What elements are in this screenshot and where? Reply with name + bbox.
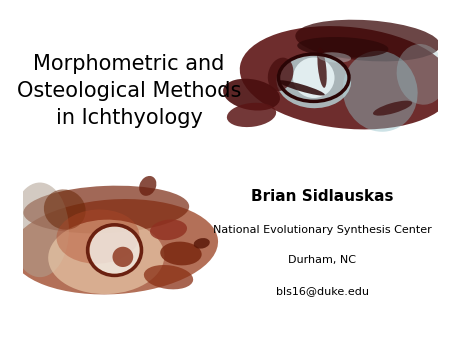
Text: National Evolutionary Synthesis Center: National Evolutionary Synthesis Center [213, 225, 432, 235]
Ellipse shape [240, 26, 450, 129]
Ellipse shape [318, 52, 351, 63]
Ellipse shape [297, 37, 388, 58]
Text: Durham, NC: Durham, NC [288, 255, 356, 265]
Ellipse shape [293, 57, 334, 98]
Ellipse shape [23, 186, 189, 234]
Ellipse shape [223, 79, 280, 111]
Ellipse shape [90, 226, 140, 274]
Ellipse shape [44, 189, 86, 230]
Ellipse shape [194, 238, 210, 249]
Text: Brian Sidlauskas: Brian Sidlauskas [251, 189, 393, 204]
Ellipse shape [268, 57, 293, 91]
Ellipse shape [317, 47, 327, 88]
Text: bls16@duke.edu: bls16@duke.edu [275, 286, 369, 296]
Ellipse shape [278, 80, 325, 96]
Ellipse shape [295, 20, 440, 62]
Ellipse shape [139, 176, 157, 196]
Ellipse shape [57, 210, 140, 264]
Ellipse shape [227, 103, 276, 127]
Ellipse shape [276, 54, 351, 108]
Ellipse shape [150, 219, 187, 240]
Ellipse shape [343, 51, 418, 132]
Ellipse shape [160, 242, 202, 265]
Ellipse shape [144, 265, 193, 289]
Ellipse shape [373, 101, 412, 116]
Ellipse shape [112, 247, 133, 267]
Ellipse shape [396, 44, 447, 105]
Ellipse shape [11, 199, 218, 294]
Text: Morphometric and
Osteological Methods
in Ichthyology: Morphometric and Osteological Methods in… [17, 54, 241, 128]
Ellipse shape [11, 183, 69, 277]
Ellipse shape [48, 220, 164, 294]
